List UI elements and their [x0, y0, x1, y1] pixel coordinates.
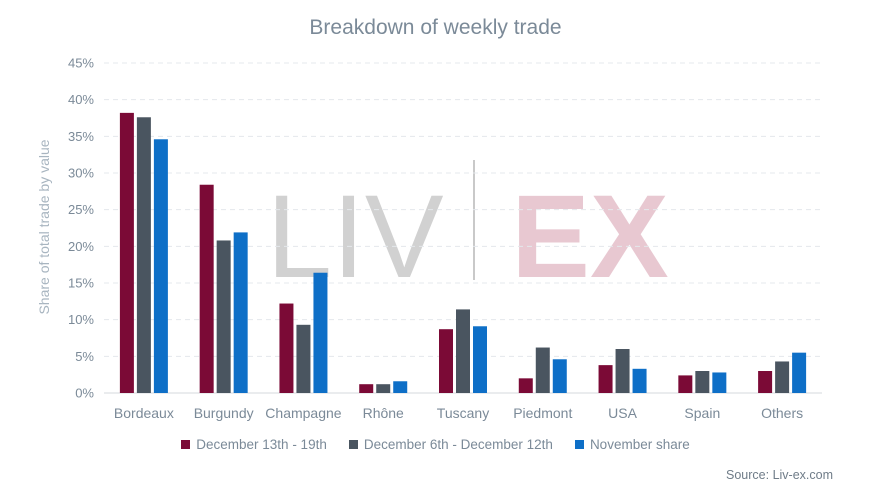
- legend-item: December 13th - 19th: [181, 437, 327, 452]
- y-tick-label: 35%: [68, 129, 94, 144]
- bar: [553, 359, 567, 393]
- x-tick-label: Spain: [684, 405, 720, 421]
- bar: [695, 371, 709, 393]
- bar: [456, 309, 470, 393]
- legend-label: December 13th - 19th: [196, 437, 327, 452]
- source-note: Source: Liv-ex.com: [726, 468, 833, 482]
- y-tick-label: 40%: [68, 92, 94, 107]
- bar: [775, 361, 789, 393]
- bar: [616, 349, 630, 393]
- legend-swatch: [181, 440, 190, 449]
- bar: [376, 384, 390, 393]
- x-tick-label: Rhône: [363, 405, 404, 421]
- bar: [137, 117, 151, 393]
- legend-swatch: [575, 440, 584, 449]
- bar: [536, 348, 550, 393]
- x-tick-label: Others: [761, 405, 803, 421]
- bar: [519, 378, 533, 393]
- y-tick-label: 0%: [75, 386, 94, 401]
- bars: [120, 113, 806, 393]
- bar: [678, 375, 692, 393]
- bar: [279, 304, 293, 393]
- x-tick-label: Piedmont: [513, 405, 572, 421]
- y-tick-label: 15%: [68, 276, 94, 291]
- bar: [712, 372, 726, 393]
- legend-item: November share: [575, 437, 690, 452]
- plot-area: LIV EX 0%5%10%15%20%25%30%35%40%45% Bord…: [0, 0, 871, 500]
- legend-label: December 6th - December 12th: [364, 437, 553, 452]
- bar: [758, 371, 772, 393]
- y-tick-label: 25%: [68, 202, 94, 217]
- bar: [599, 365, 613, 393]
- x-tick-label: Champagne: [265, 405, 341, 421]
- bar: [154, 139, 168, 393]
- legend: December 13th - 19th December 6th - Decem…: [0, 437, 871, 452]
- bar: [359, 384, 373, 393]
- bar: [792, 353, 806, 393]
- watermark-divider: [473, 160, 475, 280]
- bar: [200, 185, 214, 393]
- x-ticks: Bordeaux Burgundy Champagne Rhône Tuscany Pie…: [114, 405, 803, 421]
- chart: Breakdown of weekly trade Share of total…: [0, 0, 871, 500]
- bar: [313, 273, 327, 393]
- x-tick-label: Burgundy: [194, 405, 254, 421]
- y-tick-label: 10%: [68, 312, 94, 327]
- x-tick-label: USA: [608, 405, 637, 421]
- bar: [120, 113, 134, 393]
- bar: [473, 326, 487, 393]
- legend-label: November share: [590, 437, 690, 452]
- y-tick-label: 45%: [68, 56, 94, 71]
- bar: [234, 232, 248, 393]
- y-tick-label: 30%: [68, 166, 94, 181]
- legend-item: December 6th - December 12th: [349, 437, 553, 452]
- y-ticks: 0% 5% 10% 15% 20% 25% 30% 35% 40% 45%: [68, 56, 94, 401]
- bar: [217, 240, 231, 393]
- bar: [296, 325, 310, 393]
- x-tick-label: Tuscany: [437, 405, 489, 421]
- y-tick-label: 20%: [68, 239, 94, 254]
- bar: [393, 381, 407, 393]
- bar: [633, 369, 647, 393]
- bar: [439, 329, 453, 393]
- y-tick-label: 5%: [75, 349, 94, 364]
- legend-swatch: [349, 440, 358, 449]
- x-tick-label: Bordeaux: [114, 405, 174, 421]
